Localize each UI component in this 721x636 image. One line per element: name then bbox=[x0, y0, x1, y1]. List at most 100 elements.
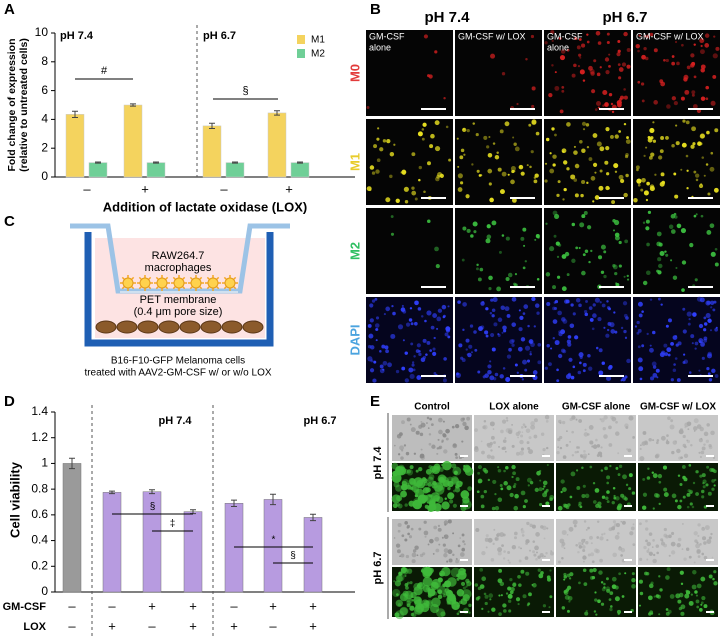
image-speck bbox=[393, 537, 396, 539]
image-speck bbox=[584, 493, 590, 499]
fluorescence-image bbox=[556, 463, 636, 511]
image-speck bbox=[643, 46, 647, 51]
image-speck bbox=[411, 190, 417, 196]
image-speck bbox=[645, 519, 648, 523]
image-speck bbox=[671, 531, 675, 536]
image-speck bbox=[605, 496, 609, 500]
image-speck bbox=[455, 484, 460, 489]
image-speck bbox=[711, 487, 715, 491]
image-speck bbox=[703, 322, 708, 326]
image-speck bbox=[690, 443, 693, 447]
image-speck bbox=[535, 558, 538, 561]
image-speck bbox=[701, 595, 706, 601]
image-speck bbox=[462, 421, 467, 427]
image-speck bbox=[436, 608, 446, 618]
image-speck bbox=[671, 96, 677, 101]
image-speck bbox=[433, 525, 438, 530]
image-speck bbox=[412, 549, 417, 553]
image-speck bbox=[691, 93, 695, 97]
image-speck bbox=[620, 554, 623, 557]
image-speck bbox=[608, 92, 613, 97]
image-speck bbox=[596, 101, 601, 106]
image-speck bbox=[604, 466, 608, 471]
image-speck bbox=[699, 38, 705, 44]
image-speck bbox=[431, 465, 441, 475]
image-speck bbox=[696, 541, 699, 544]
image-speck bbox=[438, 476, 445, 483]
image-speck bbox=[499, 374, 504, 379]
image-speck bbox=[685, 154, 689, 158]
image-speck bbox=[412, 368, 416, 372]
image-speck bbox=[490, 53, 496, 59]
image-speck bbox=[638, 366, 644, 372]
error-bar bbox=[270, 493, 276, 506]
image-speck bbox=[406, 469, 412, 474]
image-speck bbox=[527, 484, 530, 487]
image-speck bbox=[587, 433, 590, 436]
image-speck bbox=[691, 90, 696, 95]
image-speck bbox=[708, 574, 713, 579]
image-speck bbox=[632, 436, 636, 439]
image-speck bbox=[590, 552, 595, 557]
image-speck bbox=[408, 477, 416, 485]
image-speck bbox=[714, 327, 719, 332]
image-speck bbox=[414, 197, 418, 201]
image-speck bbox=[691, 584, 697, 590]
image-speck bbox=[477, 471, 481, 475]
image-speck bbox=[394, 444, 396, 447]
image-speck bbox=[409, 605, 415, 611]
image-speck bbox=[421, 315, 424, 318]
image-speck bbox=[615, 420, 618, 424]
image-speck bbox=[432, 480, 437, 486]
image-speck bbox=[692, 312, 697, 317]
image-speck bbox=[613, 311, 616, 314]
image-speck bbox=[501, 171, 507, 177]
image-speck bbox=[585, 123, 590, 127]
row-value: + bbox=[309, 598, 317, 613]
image-speck bbox=[530, 421, 535, 426]
image-speck bbox=[618, 464, 623, 469]
image-speck bbox=[657, 297, 661, 301]
image-speck bbox=[402, 309, 407, 314]
fluorescence-image bbox=[392, 566, 472, 620]
image-speck bbox=[485, 334, 489, 338]
image-speck bbox=[708, 536, 712, 540]
image-speck bbox=[686, 505, 690, 509]
image-speck bbox=[445, 428, 450, 434]
image-speck bbox=[566, 533, 569, 536]
image-speck bbox=[466, 416, 471, 421]
image-speck bbox=[655, 441, 659, 445]
image-speck bbox=[437, 308, 443, 313]
image-speck bbox=[422, 552, 426, 556]
image-speck bbox=[435, 609, 439, 612]
image-speck bbox=[516, 371, 519, 374]
image-speck bbox=[684, 593, 690, 599]
image-speck bbox=[561, 85, 565, 89]
image-speck bbox=[654, 493, 659, 498]
image-speck bbox=[528, 449, 534, 455]
image-speck bbox=[441, 440, 444, 444]
image-speck bbox=[615, 431, 620, 436]
image-speck bbox=[696, 549, 701, 555]
annotation: § bbox=[242, 85, 248, 97]
image-speck bbox=[485, 307, 489, 311]
image-speck bbox=[411, 186, 415, 190]
image-speck bbox=[585, 609, 588, 613]
image-speck bbox=[641, 344, 645, 348]
image-speck bbox=[674, 215, 678, 219]
image-speck bbox=[427, 482, 432, 487]
image-speck bbox=[455, 372, 461, 378]
image-speck bbox=[559, 446, 563, 450]
image-speck bbox=[455, 557, 458, 560]
image-speck bbox=[516, 102, 519, 106]
image-speck bbox=[513, 483, 517, 486]
image-speck bbox=[639, 522, 642, 526]
image-speck bbox=[562, 349, 567, 354]
image-speck bbox=[686, 311, 692, 317]
image-speck bbox=[656, 376, 659, 379]
image-speck bbox=[558, 331, 563, 337]
image-speck bbox=[697, 555, 701, 558]
image-speck bbox=[681, 548, 684, 550]
image-speck bbox=[426, 501, 430, 504]
image-speck bbox=[654, 173, 657, 176]
